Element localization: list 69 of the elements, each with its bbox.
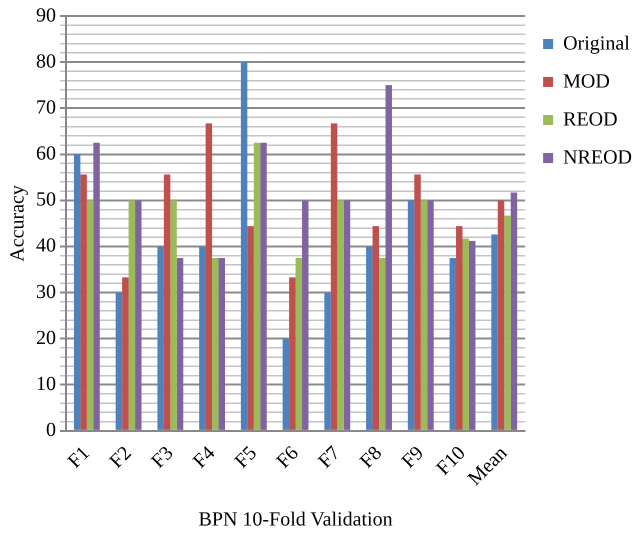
y-tick-label: 50 [36,188,56,211]
x-tick-label: F1 [64,442,94,472]
bar [450,258,456,430]
bar [212,258,219,430]
bar [260,142,267,430]
bar [324,292,331,430]
y-tick-label: 20 [36,326,56,349]
legend-label: Original [563,32,630,54]
bar [510,192,518,430]
legend-label: REOD [563,108,618,130]
bar [282,338,290,430]
y-tick-label: 90 [36,4,56,26]
bar [302,200,308,430]
x-tick-label: F5 [230,442,262,472]
x-tick-label: F4 [188,442,220,472]
bar [427,200,434,430]
y-tick-label: 40 [36,234,56,257]
x-axis-title: BPN 10-Fold Validation [198,508,393,530]
bar [289,277,296,430]
bar [86,200,94,430]
y-tick-label: 60 [36,142,56,165]
bar [498,200,504,430]
legend-label: NREOD [563,146,632,168]
bar [337,200,344,430]
bar [468,240,476,430]
bar [128,200,136,430]
bar [176,258,184,430]
bar [240,62,248,430]
bar [218,258,226,430]
bar [74,154,80,430]
bar [135,200,142,430]
y-tick-label: 10 [36,372,56,395]
bar [372,226,380,430]
bar [414,174,421,430]
bar [330,123,338,430]
y-tick-label: 70 [36,96,56,118]
x-tick-label: F9 [398,442,428,472]
bar [157,246,164,430]
x-tick-label: F3 [147,442,178,472]
y-tick-label: 80 [36,50,56,72]
bar [164,174,170,430]
x-tick-label: F7 [314,442,345,472]
bar [254,142,260,430]
bar [247,226,254,430]
y-tick-label: 0 [46,419,56,442]
bar [491,234,498,430]
bar [199,246,206,430]
bar [80,174,87,430]
x-tick-label: F2 [105,442,136,472]
bar [344,200,350,430]
bar [170,200,177,430]
bar [462,238,469,430]
bar [504,216,511,430]
bar [122,277,129,430]
bar [386,85,392,430]
bar [456,226,463,430]
bar [366,246,373,430]
x-tick-label: F6 [272,442,303,472]
bar [116,292,122,430]
y-tick-label: 30 [36,280,56,303]
legend-label: MOD [563,70,610,92]
bar [93,142,100,430]
bar [379,258,386,430]
x-tick-label: F8 [356,442,386,472]
bar [420,200,428,430]
y-axis-title: Accuracy [6,185,28,262]
bar [408,200,414,430]
bar [296,258,302,430]
bar [206,123,212,430]
